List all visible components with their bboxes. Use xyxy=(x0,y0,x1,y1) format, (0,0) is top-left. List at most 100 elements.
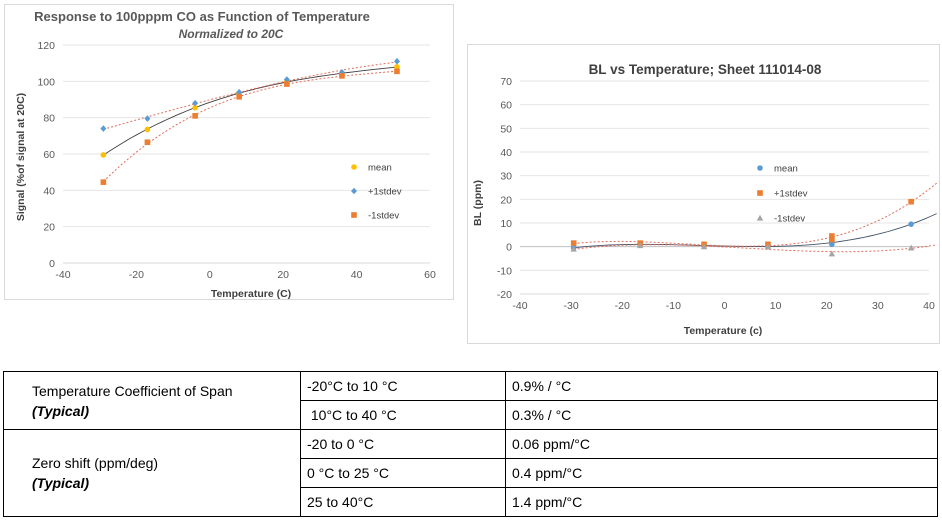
table-row: 10°C to 40 °C 0.3% / °C xyxy=(4,400,938,430)
data-point xyxy=(764,243,772,250)
typical-label: (Typical) xyxy=(32,475,90,491)
data-point xyxy=(636,242,644,249)
trendline-1stdev xyxy=(103,70,398,182)
data-point xyxy=(393,58,400,65)
legend-marker xyxy=(351,212,357,218)
table-row: 25 to 40°C 1.4 ppm/°C xyxy=(4,487,938,517)
x-tick-label: -10 xyxy=(666,300,681,312)
data-point xyxy=(144,139,151,145)
y-axis-title: Signal (%of signal at 20C) xyxy=(15,93,27,221)
table-row: Temperature Coefficient of Span (Typical… xyxy=(3,371,938,430)
co-response-chart: Response to 100pppm CO as Function of Te… xyxy=(15,9,436,300)
y-tick-label: 40 xyxy=(500,147,512,159)
range-cell: 25 to 40°C xyxy=(300,487,506,517)
y-tick-label: 40 xyxy=(43,185,55,197)
x-tick-label: 0 xyxy=(722,300,728,312)
x-axis-title: Temperature (C) xyxy=(211,288,291,299)
data-point xyxy=(907,244,915,251)
x-tick-label: 20 xyxy=(277,269,289,281)
x-tick-label: -20 xyxy=(615,300,630,312)
legend-label: -1stdev xyxy=(368,211,399,222)
value-cell: 0.4 ppm/°C xyxy=(505,458,938,488)
spec-table: Temperature Coefficient of Span (Typical… xyxy=(3,371,938,517)
x-tick-label: 10 xyxy=(770,300,782,312)
data-point xyxy=(192,99,199,107)
data-point xyxy=(570,245,577,252)
data-point xyxy=(394,64,400,70)
table-row: 0 °C to 25 °C 0.4 ppm/°C xyxy=(4,458,938,488)
param-cell: Zero shift (ppm/deg) (Typical) xyxy=(3,429,301,517)
y-tick-label: 80 xyxy=(43,113,55,125)
legend-label: +1stdev xyxy=(368,187,402,198)
bl-temperature-chart: BL vs Temperature; Sheet 111014-08 Tempe… xyxy=(472,62,938,337)
range-cell: -20 to 0 °C xyxy=(300,429,506,459)
param-label: Temperature Coefficient of Span xyxy=(32,382,233,399)
x-tick-label: -20 xyxy=(129,269,144,281)
y-tick-label: 60 xyxy=(43,149,55,161)
legend-marker xyxy=(756,214,764,221)
x-axis-title: Temperature (c) xyxy=(684,325,763,337)
y-tick-label: 0 xyxy=(506,242,512,254)
param-cell: Temperature Coefficient of Span (Typical… xyxy=(3,371,301,430)
legend-label: mean xyxy=(774,164,798,175)
data-point xyxy=(394,68,400,75)
y-tick-label: 10 xyxy=(500,218,512,230)
x-tick-label: 30 xyxy=(872,300,884,312)
data-point xyxy=(192,113,198,119)
legend-marker xyxy=(351,164,357,170)
data-point xyxy=(828,250,836,257)
legend-label: mean xyxy=(368,163,392,174)
chart-panel-co-response: Response to 100pppm CO as Function of Te… xyxy=(4,4,454,300)
x-tick-label: 40 xyxy=(923,300,935,312)
x-tick-label: 40 xyxy=(351,269,363,281)
legend-marker xyxy=(757,190,763,196)
data-point xyxy=(100,179,107,185)
data-point xyxy=(339,73,345,79)
data-point xyxy=(283,76,290,83)
x-tick-label: 20 xyxy=(821,300,833,312)
y-tick-label: 100 xyxy=(37,76,55,88)
y-axis-title: BL (ppm) xyxy=(472,180,484,226)
y-tick-label: 120 xyxy=(37,40,55,52)
param-label: Zero shift (ppm/deg) xyxy=(32,455,159,471)
data-point xyxy=(144,126,151,133)
trendline-mean xyxy=(103,66,398,156)
x-tick-label: -40 xyxy=(55,269,70,281)
y-tick-label: 30 xyxy=(500,171,512,183)
y-tick-label: 20 xyxy=(43,222,55,234)
trendline-1stdev xyxy=(573,244,937,253)
value-cell: 0.06 ppm/°C xyxy=(505,429,938,459)
chart-subtitle: Normalized to 20C xyxy=(179,27,284,41)
legend-marker xyxy=(351,187,357,195)
x-tick-label: -40 xyxy=(512,300,527,312)
data-point xyxy=(570,240,577,246)
data-point xyxy=(100,152,107,158)
data-point xyxy=(700,243,708,250)
data-point xyxy=(908,221,914,227)
y-tick-label: 50 xyxy=(500,123,512,135)
x-tick-label: 60 xyxy=(424,269,436,281)
range-cell: 0 °C to 25 °C xyxy=(300,458,506,488)
y-tick-label: -20 xyxy=(497,289,512,301)
data-point xyxy=(236,88,243,96)
range-cell: -20°C to 10 °C xyxy=(300,371,506,401)
x-tick-label: -30 xyxy=(564,300,579,312)
data-point xyxy=(829,236,835,243)
data-point xyxy=(908,198,914,205)
y-tick-label: 20 xyxy=(500,194,512,206)
value-cell: 1.4 ppm/°C xyxy=(505,487,938,517)
data-point xyxy=(100,125,107,132)
chart-panel-bl-temperature: BL vs Temperature; Sheet 111014-08 Tempe… xyxy=(467,44,940,344)
y-tick-label: 0 xyxy=(49,258,55,270)
y-tick-label: 70 xyxy=(500,76,512,88)
data-point xyxy=(236,93,242,100)
value-cell: 0.3% / °C xyxy=(505,400,938,430)
typical-label: (Typical) xyxy=(32,402,90,419)
table-row: Zero shift (ppm/deg) (Typical) -20 to 0 … xyxy=(3,429,938,517)
value-cell: 0.9% / °C xyxy=(505,371,938,401)
y-tick-label: -10 xyxy=(497,265,512,277)
data-point xyxy=(144,115,151,122)
legend-label: +1stdev xyxy=(774,189,808,200)
trendline-1stdev xyxy=(573,182,938,247)
data-point xyxy=(284,81,290,87)
